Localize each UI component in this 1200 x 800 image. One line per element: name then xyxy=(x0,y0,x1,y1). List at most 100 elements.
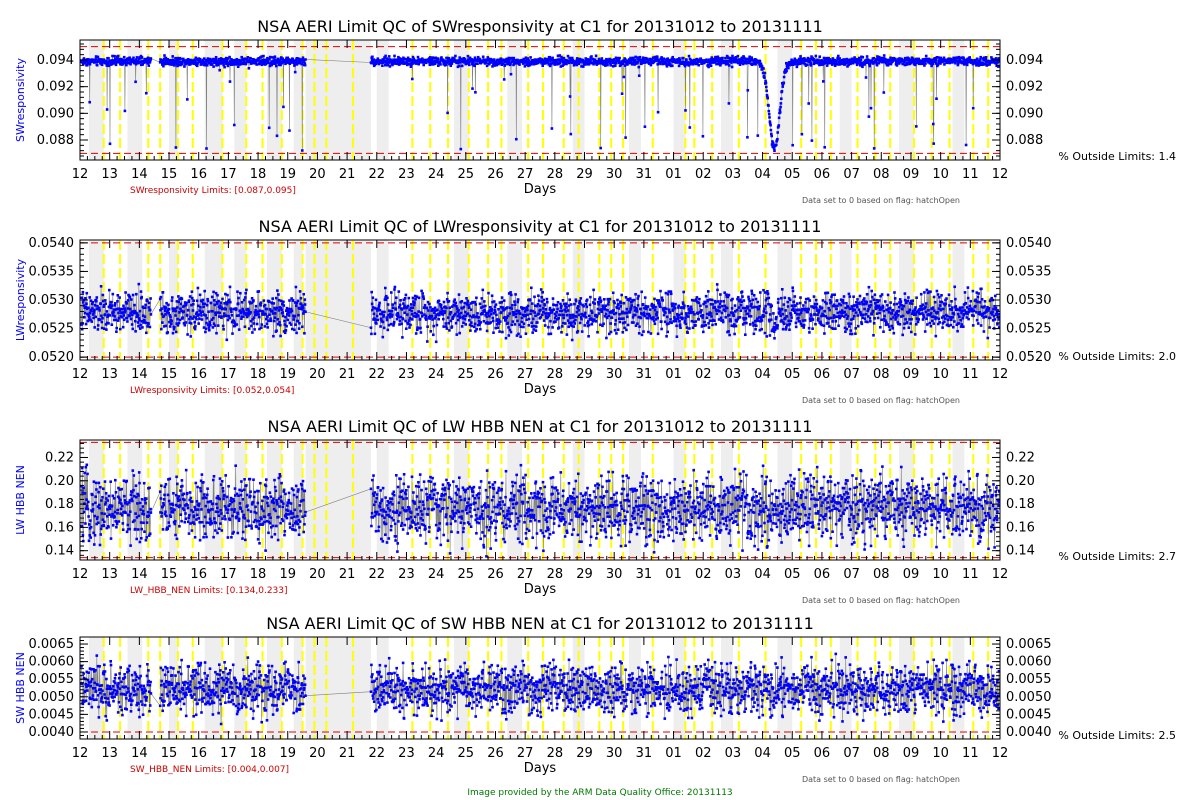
data-point xyxy=(542,310,545,314)
data-point xyxy=(160,58,163,62)
data-point xyxy=(856,298,859,301)
data-point xyxy=(996,61,1000,64)
data-point xyxy=(426,340,429,343)
data-point xyxy=(723,304,727,308)
data-point xyxy=(371,296,375,299)
data-point xyxy=(93,304,97,307)
data-point xyxy=(208,322,211,325)
data-point xyxy=(821,299,825,302)
data-point xyxy=(676,312,679,316)
x-tick-label: 19 xyxy=(279,167,296,182)
data-point xyxy=(438,312,441,315)
data-point xyxy=(176,306,179,309)
data-point xyxy=(575,63,579,67)
data-point xyxy=(464,323,467,326)
data-point xyxy=(878,311,881,315)
data-point xyxy=(391,313,394,317)
y-tick-label-right: 0.090 xyxy=(1006,106,1043,121)
data-point xyxy=(815,309,819,312)
data-point xyxy=(886,323,890,326)
data-point xyxy=(246,311,250,314)
data-point xyxy=(841,311,845,315)
data-point xyxy=(658,302,662,306)
data-point xyxy=(585,298,589,302)
data-point xyxy=(469,308,473,311)
data-point xyxy=(250,297,254,300)
data-point xyxy=(804,297,808,301)
data-point xyxy=(219,301,222,304)
data-point xyxy=(463,318,467,321)
data-point xyxy=(884,300,887,303)
data-point xyxy=(591,61,594,65)
data-point xyxy=(194,316,198,319)
data-point xyxy=(756,300,760,304)
data-point xyxy=(271,297,274,300)
data-point xyxy=(752,294,756,297)
data-point xyxy=(499,320,502,323)
data-point xyxy=(792,300,795,304)
data-point xyxy=(175,322,178,325)
data-point xyxy=(424,314,428,318)
data-point xyxy=(555,303,559,307)
data-point xyxy=(246,307,250,311)
data-point xyxy=(386,63,390,67)
data-point xyxy=(707,65,710,69)
data-point xyxy=(468,323,472,327)
data-point xyxy=(434,340,438,344)
data-point xyxy=(570,338,574,342)
data-point xyxy=(434,309,437,312)
data-point xyxy=(801,60,804,63)
data-point xyxy=(436,313,439,316)
data-point xyxy=(831,304,835,308)
data-point xyxy=(799,55,802,58)
data-point xyxy=(813,313,817,316)
data-point xyxy=(485,329,489,333)
data-point xyxy=(895,312,898,316)
data-point xyxy=(745,312,748,316)
data-point xyxy=(618,56,621,60)
data-point xyxy=(88,316,91,319)
x-tick-label: 20 xyxy=(309,167,326,182)
data-point xyxy=(161,321,164,324)
data-point xyxy=(208,320,212,324)
data-point xyxy=(242,298,246,302)
data-point xyxy=(401,317,405,321)
data-point xyxy=(768,120,772,123)
data-point xyxy=(476,312,479,315)
data-point xyxy=(839,315,842,319)
data-point xyxy=(200,318,204,321)
data-point xyxy=(478,302,482,306)
data-point xyxy=(235,323,239,326)
data-point xyxy=(94,57,97,61)
data-point xyxy=(598,297,601,301)
data-point xyxy=(214,59,217,63)
data-point xyxy=(808,299,812,302)
data-point xyxy=(921,312,924,315)
data-point xyxy=(121,311,125,314)
data-point xyxy=(429,306,432,309)
data-point xyxy=(523,306,526,310)
x-tick-label: 11 xyxy=(962,167,979,182)
data-point xyxy=(109,306,113,310)
data-point xyxy=(556,318,559,321)
data-point xyxy=(455,304,458,308)
data-point xyxy=(509,62,512,65)
data-point xyxy=(299,302,303,305)
data-point xyxy=(605,316,609,320)
data-point xyxy=(380,59,384,62)
data-point xyxy=(931,61,934,64)
data-point xyxy=(555,58,559,62)
data-point xyxy=(984,58,987,61)
data-point xyxy=(198,317,201,320)
data-point xyxy=(411,306,414,309)
data-point xyxy=(147,322,150,326)
data-point xyxy=(85,63,89,67)
data-point xyxy=(834,327,837,330)
data-point xyxy=(932,142,935,145)
data-point xyxy=(384,60,388,63)
data-point xyxy=(126,307,130,310)
data-point xyxy=(297,61,300,65)
data-point xyxy=(188,295,192,298)
data-point xyxy=(408,326,411,329)
data-point xyxy=(924,305,927,308)
